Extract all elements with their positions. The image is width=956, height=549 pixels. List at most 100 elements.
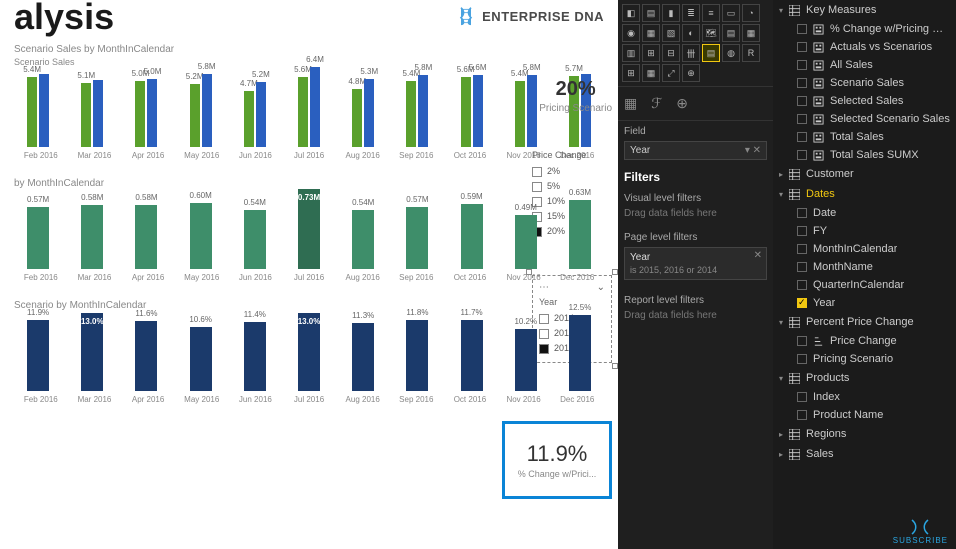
viz-type-icon[interactable]: ⊟ bbox=[662, 44, 680, 62]
field-total-sales[interactable]: Total Sales bbox=[773, 128, 956, 146]
drag-hint[interactable]: Drag data fields here bbox=[618, 308, 773, 329]
table-customer[interactable]: Customer bbox=[773, 164, 956, 184]
filter-field-name: Year bbox=[630, 252, 650, 263]
viz-type-icon[interactable]: ⊕ bbox=[682, 64, 700, 82]
viz-type-icon[interactable]: ▮ bbox=[662, 4, 680, 22]
checkbox-icon[interactable] bbox=[797, 280, 807, 290]
slicer-clear-icon[interactable]: ⌄ bbox=[597, 282, 605, 293]
viz-type-icon[interactable]: ▤ bbox=[702, 44, 720, 62]
report-filters-label: Report level filters bbox=[618, 290, 773, 308]
viz-type-icon[interactable]: ⊞ bbox=[622, 64, 640, 82]
checkbox-icon[interactable] bbox=[797, 244, 807, 254]
viz-type-icon[interactable]: ▥ bbox=[622, 44, 640, 62]
field-fy[interactable]: FY bbox=[773, 222, 956, 240]
checkbox-icon[interactable] bbox=[797, 60, 807, 70]
table-percent-price-change[interactable]: Percent Price Change bbox=[773, 312, 956, 332]
report-canvas[interactable]: alysis ENTERPRISE DNA Scenario Sales by … bbox=[0, 0, 618, 549]
fields-tab-icon[interactable]: ▦ bbox=[624, 95, 637, 112]
visualizations-pane[interactable]: ◧▤▮≣≡▭◔◉▦▧◐🗺▤▦▥⊞⊟卌▤◍R⊞▦⤢⊕ ▦ ℱ ⊕ Field Ye… bbox=[618, 0, 773, 549]
pct-change-card[interactable]: 11.9% % Change w/Prici... bbox=[502, 421, 612, 499]
chart1[interactable]: 5.4M5.1M5.0M5.0M5.2M5.8M4.7M5.2M5.6M6.4M… bbox=[14, 67, 604, 160]
field-price-change[interactable]: Price Change bbox=[773, 332, 956, 350]
checkbox-icon[interactable] bbox=[797, 262, 807, 272]
viz-type-icon[interactable]: ▤ bbox=[642, 4, 660, 22]
field-actuals-vs-scenarios[interactable]: Actuals vs Scenarios bbox=[773, 38, 956, 56]
checkbox-icon[interactable] bbox=[797, 114, 807, 124]
checkbox-icon[interactable] bbox=[797, 336, 807, 346]
table-regions[interactable]: Regions bbox=[773, 424, 956, 444]
viz-type-icon[interactable]: ⤢ bbox=[662, 64, 680, 82]
checkbox-icon[interactable] bbox=[797, 96, 807, 106]
viz-type-icon[interactable]: ◧ bbox=[622, 4, 640, 22]
checkbox-icon[interactable] bbox=[797, 226, 807, 236]
chart2-title: by MonthInCalendar bbox=[14, 178, 604, 189]
format-tab-icon[interactable]: ℱ bbox=[651, 95, 662, 112]
viz-type-icon[interactable]: ◔ bbox=[742, 4, 760, 22]
viz-type-gallery[interactable]: ◧▤▮≣≡▭◔◉▦▧◐🗺▤▦▥⊞⊟卌▤◍R⊞▦⤢⊕ bbox=[618, 0, 773, 86]
field-year[interactable]: Year bbox=[773, 294, 956, 312]
field-quarterincalendar[interactable]: QuarterInCalendar bbox=[773, 276, 956, 294]
viz-type-icon[interactable]: 🗺 bbox=[702, 24, 720, 42]
analytics-tab-icon[interactable]: ⊕ bbox=[676, 95, 688, 112]
slicer-option[interactable]: 2% bbox=[532, 164, 612, 179]
viz-type-icon[interactable]: ≣ bbox=[682, 4, 700, 22]
field-monthincalendar[interactable]: MonthInCalendar bbox=[773, 240, 956, 258]
viz-type-icon[interactable]: ▦ bbox=[642, 24, 660, 42]
checkbox-icon[interactable] bbox=[797, 42, 807, 52]
slicer-options-icon[interactable]: ⋯ bbox=[539, 282, 549, 293]
viz-type-icon[interactable]: ⊞ bbox=[642, 44, 660, 62]
close-icon[interactable]: ✕ bbox=[754, 250, 762, 261]
chevron-down-icon[interactable]: ▾ ✕ bbox=[745, 145, 761, 156]
viz-type-icon[interactable]: ≡ bbox=[702, 4, 720, 22]
field-all-sales[interactable]: All Sales bbox=[773, 56, 956, 74]
viz-type-icon[interactable]: R bbox=[742, 44, 760, 62]
viz-type-icon[interactable]: ▤ bbox=[722, 24, 740, 42]
field-selected-sales[interactable]: Selected Sales bbox=[773, 92, 956, 110]
chart3[interactable]: 11.9%13.0%11.6%10.6%11.4%13.0%11.3%11.8%… bbox=[14, 311, 604, 404]
checkbox-icon[interactable] bbox=[797, 208, 807, 218]
checkbox-icon[interactable] bbox=[532, 167, 542, 177]
viz-type-icon[interactable]: ▧ bbox=[662, 24, 680, 42]
page-title: alysis bbox=[14, 0, 114, 38]
table-products[interactable]: Products bbox=[773, 368, 956, 388]
field--change-w-pricing-scenario[interactable]: % Change w/Pricing Scenario bbox=[773, 20, 956, 38]
viz-type-icon[interactable]: ▭ bbox=[722, 4, 740, 22]
table-key-measures[interactable]: Key Measures bbox=[773, 0, 956, 20]
viz-type-icon[interactable]: ▦ bbox=[742, 24, 760, 42]
viz-type-icon[interactable]: ◐ bbox=[682, 24, 700, 42]
field-monthname[interactable]: MonthName bbox=[773, 258, 956, 276]
visual-filters-label: Visual level filters bbox=[618, 188, 773, 206]
fields-pane[interactable]: Key Measures% Change w/Pricing ScenarioA… bbox=[773, 0, 956, 549]
page-filters-label: Page level filters bbox=[618, 227, 773, 245]
chart2[interactable]: 0.57M0.58M0.58M0.60M0.54M0.73M0.54M0.57M… bbox=[14, 189, 604, 282]
field-date[interactable]: Date bbox=[773, 204, 956, 222]
field-chip[interactable]: Year bbox=[630, 145, 650, 156]
field-pricing-scenario[interactable]: Pricing Scenario bbox=[773, 350, 956, 368]
chart1-title: Scenario Sales by MonthInCalendar bbox=[14, 44, 604, 55]
checkbox-icon[interactable] bbox=[797, 150, 807, 160]
checkbox-icon[interactable] bbox=[797, 24, 807, 34]
pricing-scenario-card[interactable]: 20% Pricing Scenario bbox=[539, 78, 612, 114]
subscribe-badge[interactable]: SUBSCRIBE bbox=[893, 518, 948, 545]
checkbox-icon[interactable] bbox=[797, 298, 807, 308]
checkbox-icon[interactable] bbox=[797, 392, 807, 402]
checkbox-icon[interactable] bbox=[797, 354, 807, 364]
viz-type-icon[interactable]: ▦ bbox=[642, 64, 660, 82]
card-label: Pricing Scenario bbox=[539, 103, 612, 114]
field-selected-scenario-sales[interactable]: Selected Scenario Sales bbox=[773, 110, 956, 128]
table-dates[interactable]: Dates bbox=[773, 184, 956, 204]
field-scenario-sales[interactable]: Scenario Sales bbox=[773, 74, 956, 92]
field-product-name[interactable]: Product Name bbox=[773, 406, 956, 424]
checkbox-icon[interactable] bbox=[797, 78, 807, 88]
drag-hint[interactable]: Drag data fields here bbox=[618, 206, 773, 227]
checkbox-icon[interactable] bbox=[797, 132, 807, 142]
year-filter-chip[interactable]: Year ✕ is 2015, 2016 or 2014 bbox=[624, 247, 767, 280]
checkbox-icon[interactable] bbox=[797, 410, 807, 420]
table-sales[interactable]: Sales bbox=[773, 444, 956, 464]
viz-type-icon[interactable]: ◍ bbox=[722, 44, 740, 62]
field-total-sales-sumx[interactable]: Total Sales SUMX bbox=[773, 146, 956, 164]
field-index[interactable]: Index bbox=[773, 388, 956, 406]
viz-type-icon[interactable]: ◉ bbox=[622, 24, 640, 42]
viz-type-icon[interactable]: 卌 bbox=[682, 44, 700, 62]
field-well[interactable]: Year ▾ ✕ bbox=[624, 141, 767, 160]
